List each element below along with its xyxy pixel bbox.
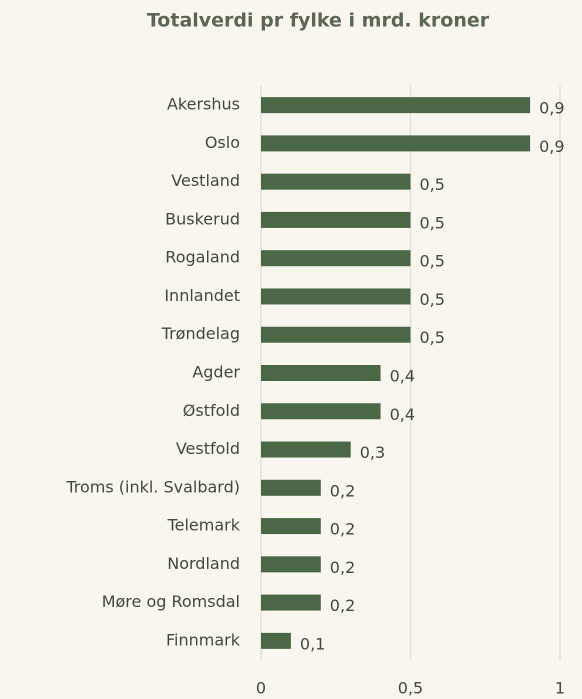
value-label: 0,2 <box>330 558 355 577</box>
x-tick-label: 0,5 <box>398 679 423 698</box>
bar <box>261 288 411 305</box>
value-label: 0,9 <box>539 99 564 118</box>
y-tick-label: Trøndelag <box>161 324 240 343</box>
bar <box>261 479 321 496</box>
bar <box>261 441 351 458</box>
value-label: 0,2 <box>330 481 355 500</box>
y-tick-label: Telemark <box>167 516 241 535</box>
value-label: 0,1 <box>300 634 325 653</box>
value-label: 0,2 <box>330 596 355 615</box>
y-tick-label: Oslo <box>205 133 240 152</box>
value-label: 0,5 <box>420 252 445 271</box>
value-label: 0,5 <box>420 175 445 194</box>
bar <box>261 250 411 267</box>
value-label: 0,5 <box>420 290 445 309</box>
y-tick-label: Finnmark <box>166 630 241 649</box>
bar <box>261 594 321 611</box>
x-tick-label: 1 <box>555 679 565 698</box>
value-label: 0,9 <box>539 137 564 156</box>
y-tick-label: Innlandet <box>164 286 240 305</box>
value-label: 0,5 <box>420 328 445 347</box>
value-label: 0,4 <box>390 367 415 386</box>
value-label: 0,5 <box>420 213 445 232</box>
bar <box>261 365 381 381</box>
bar <box>261 632 291 649</box>
y-tick-label: Nordland <box>167 554 240 573</box>
y-tick-label: Østfold <box>183 401 240 420</box>
bar <box>261 326 411 343</box>
y-tick-label: Akershus <box>167 95 240 114</box>
y-tick-label: Agder <box>192 363 240 382</box>
y-tick-label: Rogaland <box>165 248 240 267</box>
bar <box>261 556 321 573</box>
y-tick-label: Møre og Romsdal <box>102 592 240 611</box>
y-tick-label: Vestfold <box>176 439 240 458</box>
value-label: 0,3 <box>360 443 385 462</box>
bar <box>261 173 411 190</box>
bar <box>261 135 531 152</box>
value-label: 0,2 <box>330 520 355 539</box>
value-label: 0,4 <box>390 405 415 424</box>
y-tick-label: Vestland <box>171 171 240 190</box>
bar <box>261 97 531 114</box>
chart-title: Totalverdi pr fylke i mrd. kroner <box>147 10 490 32</box>
bar <box>261 211 411 228</box>
bar <box>261 518 321 535</box>
x-tick-label: 0 <box>256 679 266 698</box>
y-tick-label: Buskerud <box>165 209 240 228</box>
y-tick-label: Troms (inkl. Svalbard) <box>65 477 240 496</box>
bar <box>261 403 381 420</box>
